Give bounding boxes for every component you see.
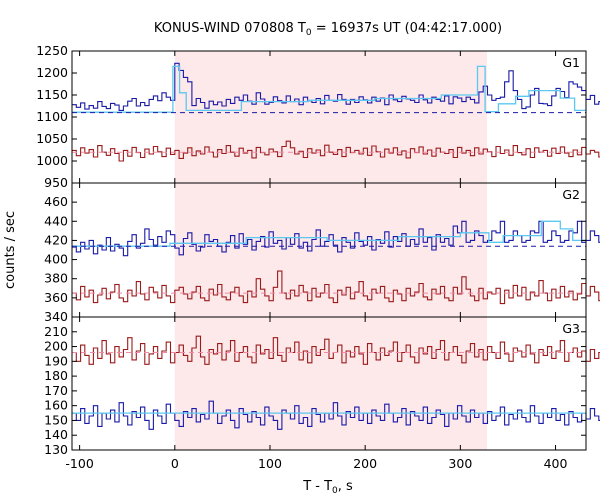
panel-g1-ytick-label: 1200 [36, 65, 68, 80]
panel-g3-ytick-label: 160 [44, 398, 68, 413]
panel-g2-series-1-model-line [72, 220, 586, 247]
x-tick-label: 200 [353, 456, 377, 471]
x-tick-label: 0 [171, 456, 179, 471]
panel-g2-ytick-label: 340 [44, 309, 68, 324]
x-tick-label: -100 [65, 456, 93, 471]
panel-g3-ytick-label: 170 [44, 383, 68, 398]
panel-g2-ytick-label: 420 [44, 232, 68, 247]
panel-g1-ytick-label: 1000 [36, 153, 68, 168]
panel-g3-ytick-label: 130 [44, 442, 68, 457]
panel-g3-ytick-label: 190 [44, 353, 68, 368]
panel-g2-ytick-label: 400 [44, 252, 68, 267]
panel-g1-series-0-step-line [72, 62, 600, 111]
data-layer [72, 62, 600, 430]
panel-g3-label: G3 [562, 321, 580, 336]
panel-g3-ytick-label: 210 [44, 324, 68, 339]
panel-g1-label: G1 [562, 55, 580, 70]
panel-g3-ytick-label: 140 [44, 427, 68, 442]
panel-g2-ytick-label: 360 [44, 290, 68, 305]
panel-g2-series-0-step-line [72, 220, 600, 257]
panel-g1-ytick-label: 1100 [36, 109, 68, 124]
panel-g1-ytick-label: 1250 [36, 43, 68, 58]
panel-g2-ytick-label: 380 [44, 271, 68, 286]
panel-g3-ytick-label: 200 [44, 339, 68, 354]
x-axis-title: T - T0, s [302, 479, 353, 496]
panel-g3-ytick-label: 180 [44, 368, 68, 383]
y-axis-title: counts / sec [3, 211, 18, 289]
panel-g1-ytick-label: 950 [44, 175, 68, 190]
x-tick-label: 300 [448, 456, 472, 471]
chart-title: KONUS-WIND 070808 T0 = 16937s UT (04:42:… [154, 21, 502, 38]
panel-g2-series-3-step-line [72, 270, 600, 305]
panel-g1-ytick-label: 1150 [36, 87, 68, 102]
x-tick-label: 400 [544, 456, 568, 471]
axes-layer: 950100010501100115012001250G134036038040… [36, 43, 587, 471]
panel-g2-ytick-label: 440 [44, 213, 68, 228]
panel-g3-ytick-label: 150 [44, 412, 68, 427]
panel-g2-label: G2 [562, 187, 580, 202]
panel-g2-ytick-label: 460 [44, 194, 68, 209]
panel-g1-ytick-label: 1050 [36, 131, 68, 146]
panel-g1-series-1-model-line [72, 65, 586, 113]
x-tick-label: 100 [258, 456, 282, 471]
panel-g1-series-3-step-line [72, 140, 600, 162]
panel-g3-series-0-step-line [72, 335, 600, 365]
panel-g3-frame [71, 316, 587, 451]
panel-g3-series-2-step-line [72, 400, 600, 430]
